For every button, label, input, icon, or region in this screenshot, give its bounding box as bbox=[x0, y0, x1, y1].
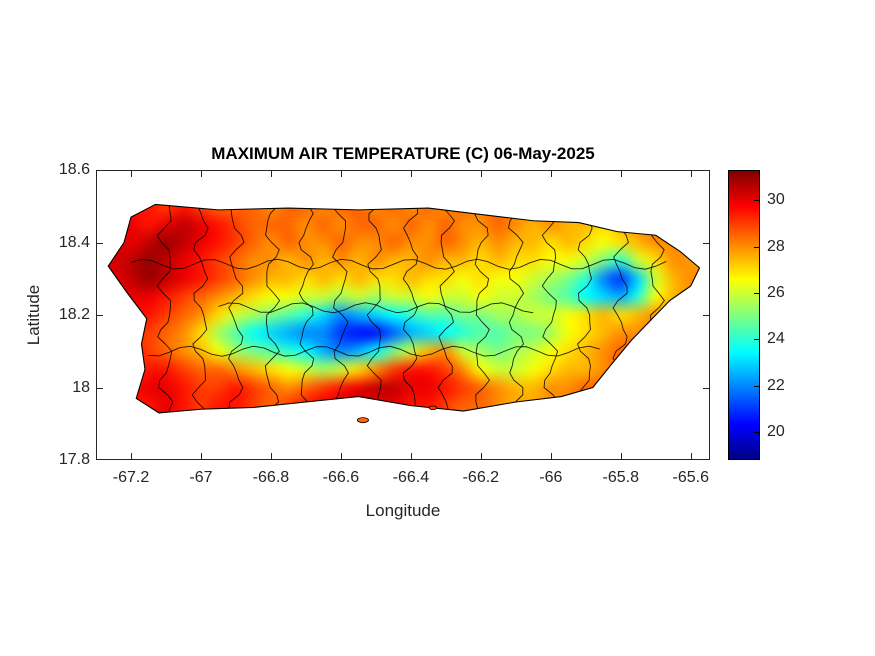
x-tick-label: -66.2 bbox=[462, 469, 500, 486]
x-tick-label: -67 bbox=[189, 469, 213, 486]
x-tick-label: -66.6 bbox=[322, 469, 360, 486]
colorbar-canvas bbox=[728, 170, 760, 460]
x-tick-label: -65.8 bbox=[602, 469, 640, 486]
y-tick-label: 18.2 bbox=[58, 306, 90, 323]
colorbar-tick-label: 28 bbox=[767, 237, 785, 255]
heatmap-canvas bbox=[96, 170, 710, 460]
x-axis-label: Longitude bbox=[365, 501, 441, 520]
y-tick-label: 18 bbox=[72, 378, 90, 396]
y-tick-label: 18.6 bbox=[58, 161, 90, 178]
y-axis-label: Latitude bbox=[24, 284, 43, 346]
x-tick-label: -65.6 bbox=[672, 469, 709, 486]
y-tick-label: 17.8 bbox=[58, 451, 90, 468]
colorbar-tick-label: 24 bbox=[767, 330, 785, 348]
colorbar-tick-label: 20 bbox=[767, 423, 785, 441]
y-tick-label: 18.4 bbox=[58, 233, 90, 251]
x-tick-label: -66.4 bbox=[392, 469, 430, 486]
x-tick-label: -66.8 bbox=[252, 469, 290, 486]
colorbar-tick-label: 26 bbox=[767, 283, 785, 301]
x-tick-label: -66 bbox=[539, 469, 563, 486]
chart-title: MAXIMUM AIR TEMPERATURE (C) 06-May-2025 bbox=[211, 144, 595, 163]
colorbar-tick-label: 30 bbox=[767, 191, 785, 209]
colorbar-tick-label: 22 bbox=[767, 376, 785, 394]
x-tick-label: -67.2 bbox=[112, 469, 150, 486]
